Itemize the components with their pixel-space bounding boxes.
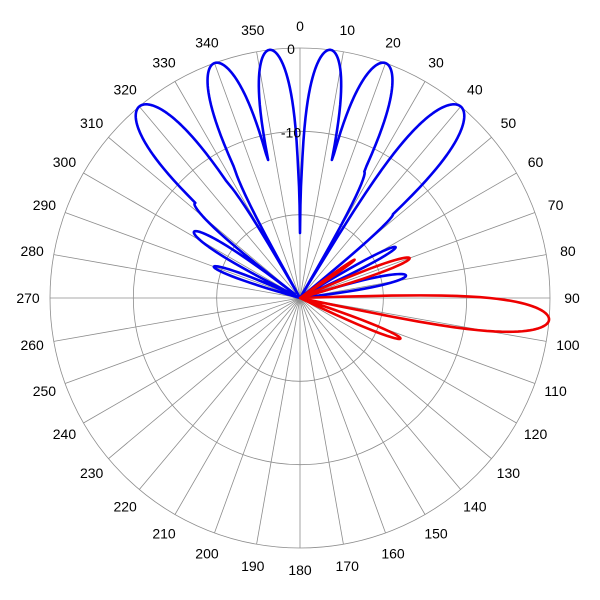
angle-tick-label: 210	[152, 526, 176, 542]
angle-tick-label: 110	[544, 383, 567, 399]
angle-tick-label: 160	[381, 546, 405, 562]
angle-tick-label: 120	[524, 426, 548, 442]
angle-tick-label: 300	[53, 154, 77, 170]
angle-tick-label: 340	[195, 34, 219, 50]
angle-tick-label: 0	[296, 18, 304, 34]
grid-spoke	[83, 297, 301, 424]
grid-spoke	[53, 254, 301, 299]
grid-spoke	[64, 212, 301, 299]
grid-spoke	[299, 51, 344, 299]
angle-tick-label: 330	[152, 54, 176, 70]
grid-spoke	[299, 62, 386, 299]
polar-grid	[49, 47, 551, 549]
grid-spoke	[256, 297, 301, 545]
angle-tick-label: 170	[336, 558, 360, 574]
angle-tick-label: 140	[463, 498, 487, 514]
angle-tick-label: 200	[195, 546, 219, 562]
angle-tick-label: 250	[33, 383, 57, 399]
grid-spoke	[299, 297, 344, 545]
angle-tick-label: 310	[80, 115, 104, 131]
angle-tick-label: 20	[385, 34, 401, 50]
angle-tick-label: 60	[528, 154, 544, 170]
series-line-2	[298, 256, 551, 341]
grid-spoke	[299, 212, 536, 299]
grid-spoke	[64, 297, 301, 384]
angle-tick-label: 150	[424, 526, 448, 542]
grid-spoke	[299, 297, 517, 424]
grid-spoke	[53, 297, 301, 342]
angle-tick-label: 240	[53, 426, 77, 442]
angle-tick-label: 220	[113, 498, 137, 514]
angle-tick-label: 290	[33, 197, 57, 213]
series-group	[134, 48, 551, 341]
angle-tick-label: 190	[241, 558, 265, 574]
grid-spoke	[256, 51, 301, 299]
grid-spoke	[299, 297, 492, 460]
grid-spoke	[299, 106, 462, 299]
grid-spoke	[299, 254, 547, 299]
angle-tick-label: 40	[467, 82, 483, 98]
angle-tick-label: 130	[497, 465, 521, 481]
grid-spoke	[299, 297, 426, 515]
angle-tick-label: 180	[288, 562, 312, 578]
grid-spoke	[299, 297, 386, 534]
grid-spoke	[174, 297, 301, 515]
angle-tick-label: 350	[241, 22, 265, 38]
grid-spoke	[214, 62, 301, 299]
angle-tick-label: 10	[339, 22, 355, 38]
grid-spoke	[299, 297, 462, 490]
angle-tick-label: 70	[548, 197, 564, 213]
angle-tick-label: 90	[564, 290, 580, 306]
angle-tick-label: 80	[560, 243, 576, 259]
angle-tick-label: 100	[556, 337, 580, 353]
grid-spoke	[108, 297, 301, 460]
grid-spoke	[83, 172, 301, 299]
radial-tick-label: -10	[281, 124, 301, 140]
angle-tick-label: 260	[20, 337, 44, 353]
angle-tick-label: 270	[16, 290, 40, 306]
angle-tick-label: 50	[501, 115, 517, 131]
angle-labels: 0 10 20 30 40 50 60 70 80 90 100 110 120 130 140 150 160…	[16, 18, 580, 578]
radial-labels: 0 -10	[281, 41, 301, 140]
grid-spoke	[138, 297, 301, 490]
angle-tick-label: 280	[20, 243, 44, 259]
angle-tick-label: 230	[80, 465, 104, 481]
series-line-1	[134, 48, 466, 300]
grid-spoke	[214, 297, 301, 534]
radial-tick-label: 0	[287, 41, 295, 57]
angle-tick-label: 30	[428, 54, 444, 70]
angle-tick-label: 320	[113, 82, 137, 98]
grid-spoke	[138, 106, 301, 299]
